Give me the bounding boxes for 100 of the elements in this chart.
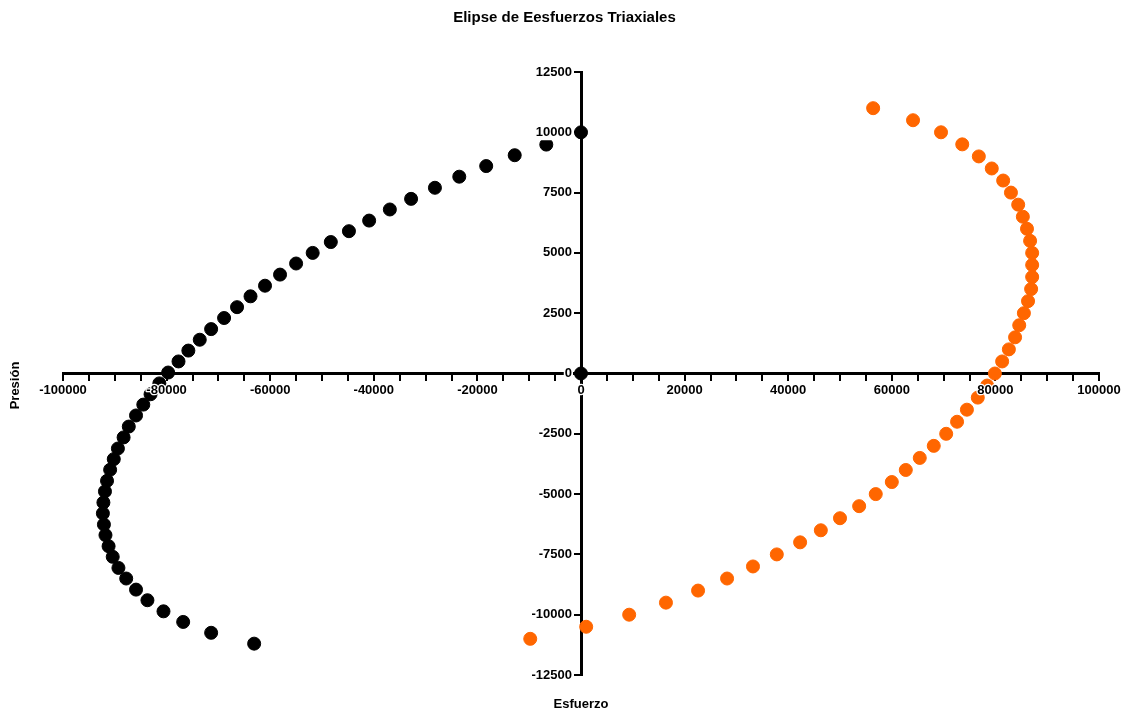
y-tick-label: 12500 (535, 63, 572, 79)
point (97, 484, 112, 499)
point (1025, 270, 1040, 285)
point (289, 256, 304, 271)
point (574, 125, 588, 140)
point (1021, 294, 1036, 309)
point (1008, 330, 1023, 345)
point (192, 332, 207, 347)
point (523, 631, 538, 646)
point (110, 441, 125, 456)
point (204, 322, 219, 337)
point (574, 366, 588, 381)
point (950, 414, 965, 429)
point (140, 593, 155, 608)
point (995, 354, 1010, 369)
point (939, 426, 954, 441)
point (926, 438, 941, 453)
point (691, 583, 706, 598)
point (579, 619, 594, 634)
point (971, 149, 986, 164)
point (1012, 318, 1027, 333)
point (479, 159, 494, 174)
y-axis-title: Presión (6, 361, 22, 410)
x-tick-label: -100000 (39, 381, 87, 397)
point (622, 607, 637, 622)
point (984, 161, 999, 176)
point (247, 636, 262, 651)
point (507, 148, 522, 163)
y-tick-label: -10000 (531, 606, 572, 622)
point (934, 125, 949, 140)
point (996, 173, 1011, 188)
x-tick-label: 100000 (1077, 381, 1121, 397)
point (906, 113, 921, 128)
y-tick-label: -5000 (538, 485, 572, 501)
point (204, 625, 219, 640)
point (912, 450, 927, 465)
x-tick-label: -60000 (249, 381, 291, 397)
y-tick-label: -7500 (538, 545, 572, 561)
point (1025, 257, 1040, 272)
x-tick-label: 40000 (770, 381, 807, 397)
y-tick-label: 0 (564, 365, 572, 381)
x-axis-title: Esfuerzo (553, 695, 609, 711)
point (1020, 221, 1034, 236)
x-tick-label: -20000 (457, 381, 498, 397)
point (116, 430, 131, 445)
point (156, 604, 171, 619)
y-tick-label: 7500 (543, 184, 572, 200)
point (273, 267, 288, 282)
point (745, 559, 760, 574)
point (1023, 233, 1038, 248)
point (813, 523, 828, 538)
point (1003, 185, 1018, 200)
point (1025, 245, 1040, 260)
point (100, 473, 115, 488)
point (720, 571, 735, 586)
y-tick-label: -12500 (531, 666, 572, 682)
point (1011, 197, 1026, 212)
point (884, 475, 899, 490)
point (658, 595, 673, 610)
point (1024, 282, 1039, 297)
point (171, 354, 186, 369)
point (898, 462, 913, 477)
point (452, 169, 467, 184)
point (1016, 306, 1031, 321)
point (129, 582, 144, 597)
point (181, 343, 196, 358)
point (404, 191, 419, 206)
point (341, 224, 356, 239)
point (105, 549, 120, 564)
point (243, 289, 258, 304)
point (323, 235, 338, 250)
point (1001, 342, 1016, 357)
point (217, 311, 232, 326)
point (176, 614, 191, 629)
point (161, 365, 176, 380)
y-tick-label: 5000 (543, 244, 572, 260)
point (833, 511, 847, 526)
y-tick-label: -2500 (538, 425, 572, 441)
point (103, 462, 118, 477)
point (866, 101, 881, 116)
x-tick-label: -40000 (353, 381, 395, 397)
point (258, 278, 273, 293)
y-tick-label: 2500 (543, 304, 572, 320)
point (362, 213, 377, 228)
point (1015, 209, 1030, 224)
point (987, 366, 1002, 381)
point (793, 535, 808, 550)
point (101, 539, 116, 554)
point (111, 560, 126, 575)
point (852, 499, 867, 514)
point (129, 408, 144, 423)
point (119, 571, 134, 586)
point (955, 137, 970, 152)
point (382, 202, 397, 217)
point (305, 245, 320, 260)
point (121, 419, 136, 434)
point (959, 402, 974, 417)
point (136, 397, 151, 412)
x-tick-label: 20000 (666, 381, 703, 397)
y-tick-label: 10000 (535, 123, 572, 139)
